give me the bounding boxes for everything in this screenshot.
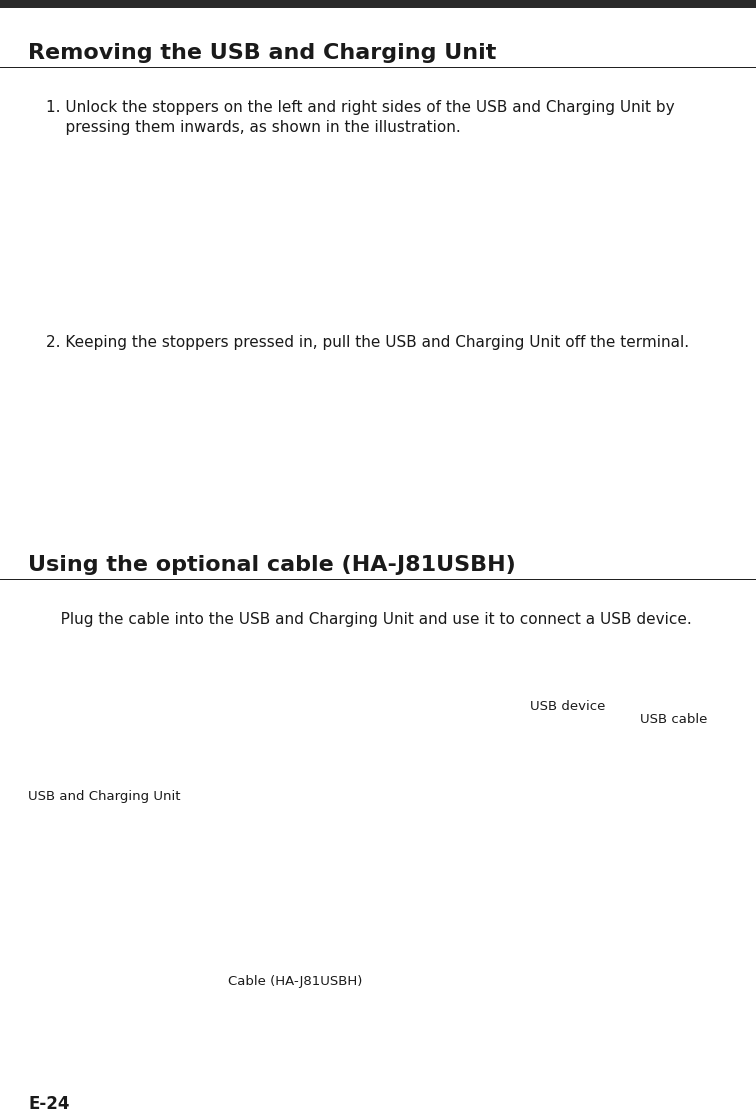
- Text: USB cable: USB cable: [640, 713, 708, 727]
- Text: Plug the cable into the USB and Charging Unit and use it to connect a USB device: Plug the cable into the USB and Charging…: [46, 612, 692, 627]
- Text: USB and Charging Unit: USB and Charging Unit: [28, 790, 181, 804]
- Text: E-24: E-24: [28, 1095, 70, 1113]
- Text: Removing the USB and Charging Unit: Removing the USB and Charging Unit: [28, 44, 497, 62]
- Text: Cable (HA-J81USBH): Cable (HA-J81USBH): [228, 975, 362, 988]
- Text: Using the optional cable (HA-J81USBH): Using the optional cable (HA-J81USBH): [28, 555, 516, 575]
- Bar: [0, 0, 756, 8]
- Text: USB device: USB device: [530, 700, 606, 713]
- Text: 2. Keeping the stoppers pressed in, pull the USB and Charging Unit off the termi: 2. Keeping the stoppers pressed in, pull…: [46, 335, 689, 350]
- Text: 1. Unlock the stoppers on the left and right sides of the USB and Charging Unit : 1. Unlock the stoppers on the left and r…: [46, 100, 674, 115]
- Text: pressing them inwards, as shown in the illustration.: pressing them inwards, as shown in the i…: [46, 121, 460, 135]
